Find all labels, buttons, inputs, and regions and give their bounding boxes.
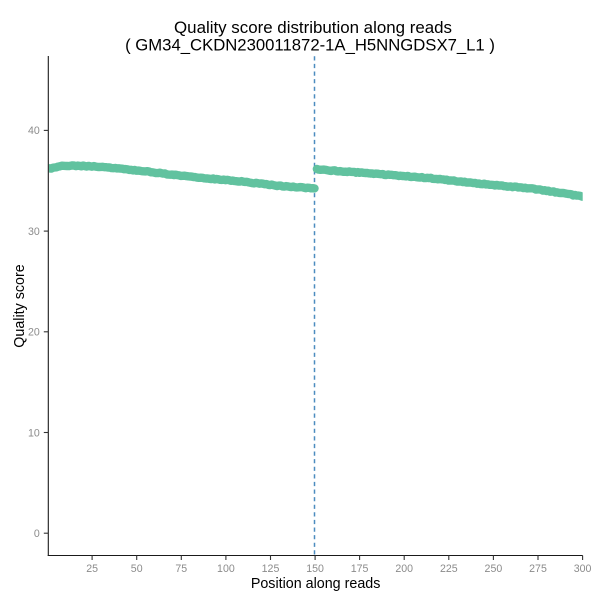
svg-text:10: 10 [28, 427, 40, 439]
svg-text:( GM34_CKDN230011872-1A_H5NNGD: ( GM34_CKDN230011872-1A_H5NNGDSX7_L1 ) [125, 36, 495, 55]
svg-text:125: 125 [262, 563, 280, 575]
svg-text:75: 75 [175, 563, 187, 575]
svg-text:100: 100 [217, 563, 235, 575]
svg-text:30: 30 [28, 226, 40, 238]
svg-text:200: 200 [395, 563, 413, 575]
svg-text:275: 275 [529, 563, 547, 575]
svg-text:225: 225 [440, 563, 458, 575]
svg-text:40: 40 [28, 125, 40, 137]
svg-text:0: 0 [34, 528, 40, 540]
svg-text:Quality score distribution alo: Quality score distribution along reads [174, 18, 452, 37]
svg-text:175: 175 [351, 563, 369, 575]
svg-text:300: 300 [574, 563, 592, 575]
svg-text:150: 150 [306, 563, 324, 575]
svg-text:Position along reads: Position along reads [251, 576, 381, 592]
svg-text:20: 20 [28, 327, 40, 339]
svg-text:25: 25 [86, 563, 98, 575]
svg-text:Quality score: Quality score [12, 264, 28, 347]
svg-text:50: 50 [131, 563, 143, 575]
svg-text:250: 250 [485, 563, 503, 575]
